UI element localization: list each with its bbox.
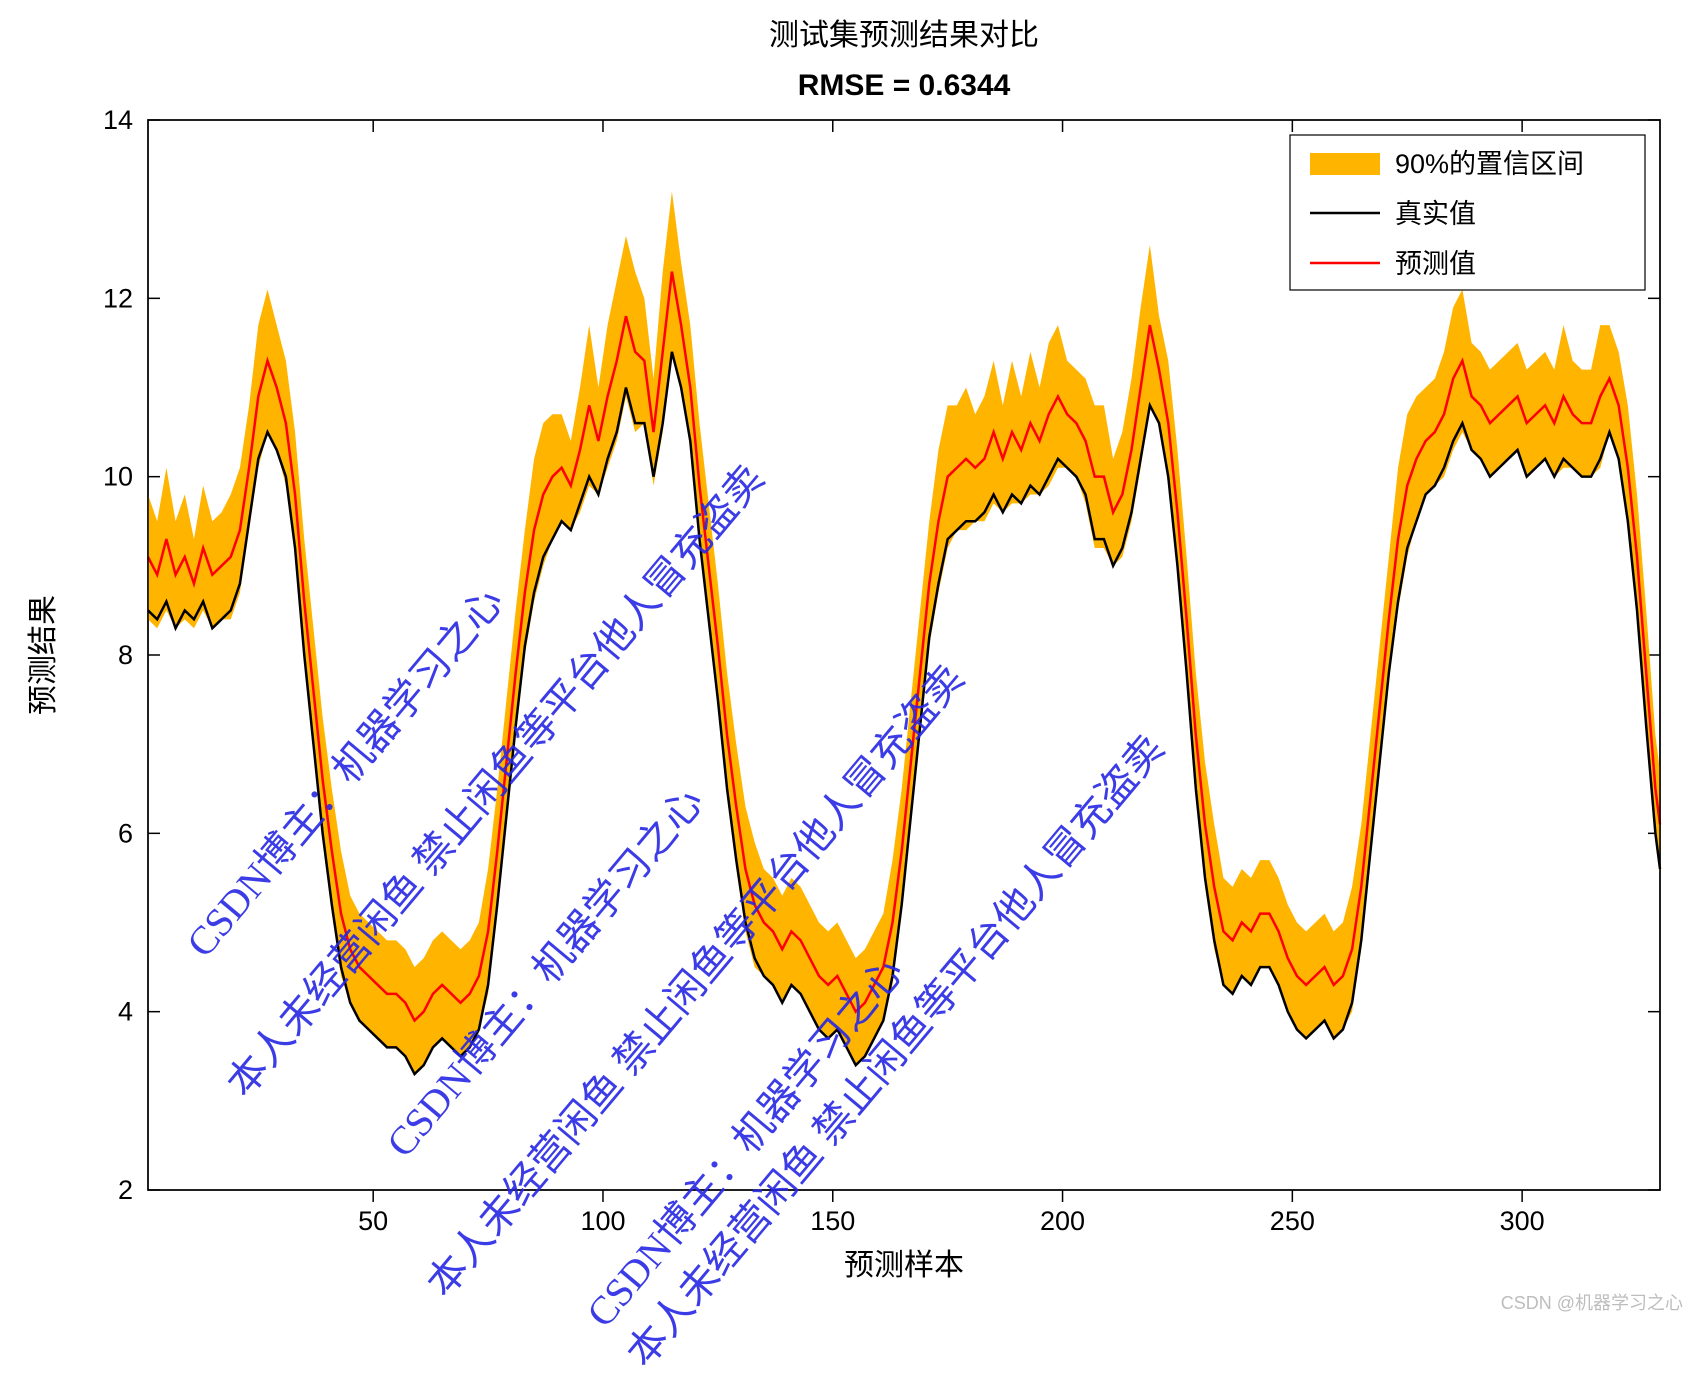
x-tick-label: 50	[358, 1206, 388, 1236]
y-tick-label: 8	[118, 640, 133, 670]
x-tick-label: 200	[1040, 1206, 1085, 1236]
y-tick-label: 14	[103, 105, 133, 135]
y-tick-label: 2	[118, 1175, 133, 1205]
x-tick-label: 150	[810, 1206, 855, 1236]
y-tick-label: 4	[118, 997, 133, 1027]
y-axis-label: 预测结果	[27, 595, 60, 715]
legend-label: 真实值	[1395, 199, 1476, 229]
x-tick-label: 300	[1500, 1206, 1545, 1236]
legend-swatch-band	[1310, 153, 1380, 175]
y-tick-label: 10	[103, 462, 133, 492]
y-tick-label: 12	[103, 283, 133, 313]
y-tick-label: 6	[118, 818, 133, 848]
x-tick-label: 250	[1270, 1206, 1315, 1236]
x-tick-label: 100	[580, 1206, 625, 1236]
chart-container: 50 100 150 200 250 300 2 4 6 8 10 12 14 测试集预测结果对比 RMSE…	[0, 0, 1703, 1323]
credit-text: CSDN @机器学习之心	[1501, 1289, 1683, 1315]
legend-label: 预测值	[1395, 249, 1476, 279]
prediction-chart: 50 100 150 200 250 300 2 4 6 8 10 12 14 测试集预测结果对比 RMSE…	[0, 0, 1703, 1323]
chart-subtitle: RMSE = 0.6344	[798, 69, 1011, 102]
chart-title: 测试集预测结果对比	[769, 19, 1039, 52]
x-axis-label: 预测样本	[844, 1249, 964, 1282]
legend-label: 90%的置信区间	[1395, 149, 1584, 179]
